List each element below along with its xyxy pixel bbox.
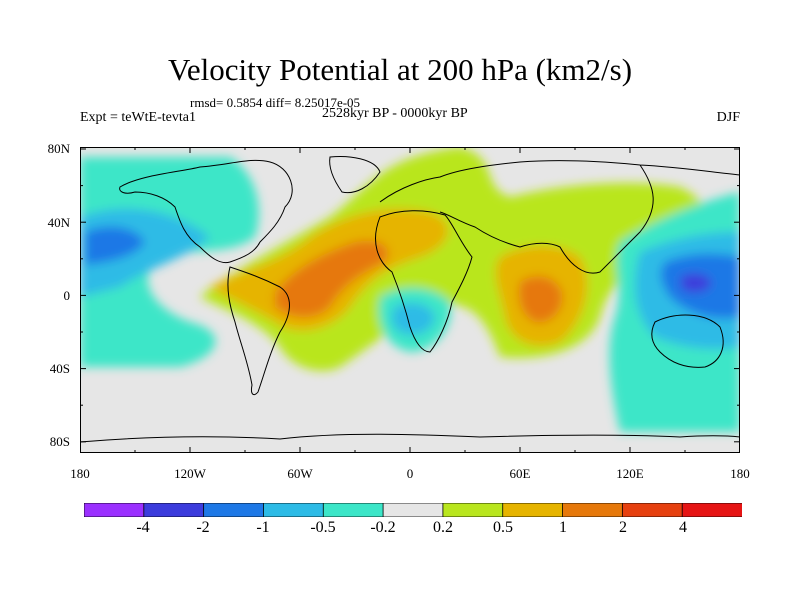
plot-title: Velocity Potential at 200 hPa (km2/s) bbox=[167, 52, 633, 87]
experiment-label: Expt = teWtE-tevta1 bbox=[80, 110, 196, 125]
lon-tick-label: 120E bbox=[616, 466, 644, 481]
colorbar-label: 0.2 bbox=[433, 519, 453, 536]
contour-neg-wpacific-4 bbox=[680, 273, 712, 293]
lat-tick-label: 40N bbox=[47, 215, 70, 230]
colorbar-swatch bbox=[382, 503, 444, 517]
lon-tick-label: 180 bbox=[730, 466, 750, 481]
coast-australia bbox=[651, 314, 724, 368]
axis-ticks bbox=[80, 147, 740, 453]
contour-pos-belt-dark bbox=[275, 240, 389, 318]
colorbar-label: -1 bbox=[256, 519, 270, 536]
lat-tick-label: 0 bbox=[63, 288, 71, 303]
contour-neg-pacific-west-3 bbox=[85, 226, 145, 265]
colorbar-label: -0.5 bbox=[310, 519, 336, 536]
lon-tick-label: 60W bbox=[287, 466, 313, 481]
lon-tick-label: 0 bbox=[406, 466, 414, 481]
coast-greenland bbox=[329, 156, 381, 194]
colorbar-swatch bbox=[502, 503, 564, 517]
lon-tick-label: 60E bbox=[509, 466, 531, 481]
colorbar-swatch bbox=[84, 503, 145, 517]
coast-antarctica bbox=[80, 433, 740, 443]
period-subtitle: 2528kyr BP - 0000kyr BP bbox=[322, 106, 468, 121]
season-label: DJF bbox=[716, 110, 740, 125]
lon-tick-label: 120W bbox=[174, 466, 206, 481]
colorbar-swatch bbox=[621, 503, 684, 517]
colorbar-label: 0.5 bbox=[493, 519, 513, 536]
lat-tick-label: 40S bbox=[49, 361, 70, 376]
coast-eurasia bbox=[379, 160, 740, 274]
colorbar-label: 2 bbox=[619, 519, 627, 536]
colorbar bbox=[84, 503, 742, 517]
colorbar-label: 4 bbox=[679, 519, 687, 536]
colorbar-swatch bbox=[143, 503, 205, 517]
contour-pos-indian-core bbox=[518, 276, 563, 323]
lon-tick-label: 180 bbox=[70, 466, 90, 481]
coast-north-america bbox=[119, 159, 293, 264]
colorbar-label: -4 bbox=[136, 519, 150, 536]
contour-neg-satlantic-core bbox=[391, 302, 435, 335]
coastlines bbox=[80, 156, 740, 443]
contour-fields bbox=[80, 147, 740, 432]
colorbar-swatch bbox=[681, 503, 742, 517]
colorbar-swatch bbox=[442, 503, 504, 517]
stats-text: rmsd= 0.5854 diff= 8.25017e-05 bbox=[190, 95, 361, 110]
colorbar-swatch bbox=[322, 503, 384, 517]
colorbar-swatch bbox=[263, 503, 325, 517]
velocity-potential-map bbox=[80, 147, 740, 453]
coast-africa bbox=[375, 210, 473, 353]
colorbar-swatch bbox=[562, 503, 624, 517]
lat-tick-label: 80N bbox=[47, 141, 70, 156]
colorbar-label: -2 bbox=[196, 519, 210, 536]
colorbar-label: -0.2 bbox=[370, 519, 396, 536]
colorbar-swatch bbox=[203, 503, 265, 517]
colorbar-label: 1 bbox=[559, 519, 567, 536]
lat-tick-label: 80S bbox=[49, 434, 70, 449]
coast-south-america bbox=[227, 266, 290, 396]
